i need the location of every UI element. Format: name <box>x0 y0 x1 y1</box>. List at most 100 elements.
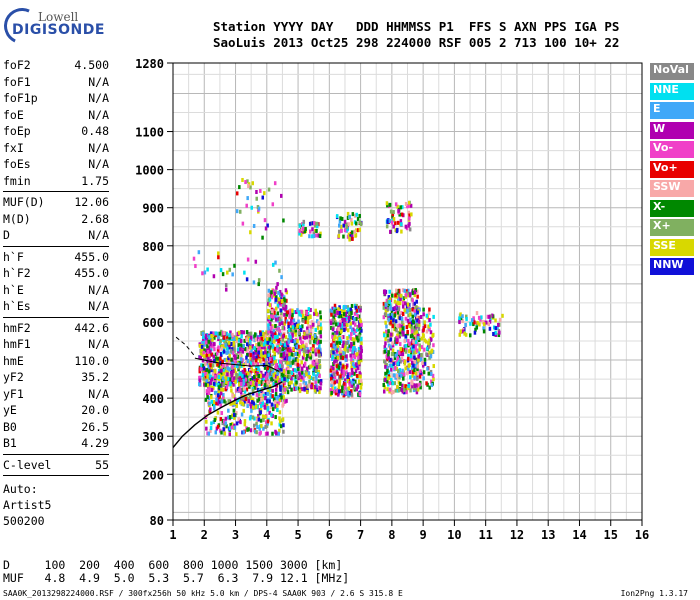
echo-point <box>241 221 245 226</box>
echo-point <box>355 327 359 332</box>
echo-point <box>243 270 246 275</box>
echo-point <box>270 412 273 417</box>
echo-point <box>273 346 277 351</box>
echo-point <box>396 358 399 363</box>
echo-point <box>335 379 339 384</box>
echo-point <box>257 278 261 283</box>
echo-point <box>262 351 265 356</box>
echo-point <box>225 424 228 429</box>
echo-point <box>264 431 268 436</box>
echo-point <box>405 289 408 294</box>
echo-point <box>261 387 264 392</box>
echo-point <box>358 334 361 339</box>
echo-point <box>275 337 278 342</box>
echo-point <box>213 369 217 374</box>
echo-point <box>291 313 294 318</box>
echo-point <box>410 212 413 217</box>
echo-point <box>398 334 401 339</box>
echo-point <box>232 346 235 351</box>
echo-point <box>212 274 216 279</box>
echo-point <box>278 268 281 273</box>
echo-point <box>389 209 393 214</box>
echo-point <box>210 333 213 338</box>
echo-point <box>356 228 360 233</box>
echo-point <box>402 323 405 328</box>
echo-point <box>497 322 500 327</box>
echo-point <box>270 317 273 322</box>
echo-point <box>273 360 277 365</box>
echo-point <box>200 363 203 368</box>
echo-point <box>274 431 278 436</box>
echo-point <box>400 373 403 378</box>
echo-point <box>427 324 430 329</box>
echo-point <box>230 401 234 406</box>
echo-point <box>262 418 265 423</box>
echo-point <box>354 233 357 238</box>
echo-point <box>278 363 282 368</box>
echo-point <box>408 200 411 205</box>
echo-point <box>389 318 393 323</box>
echo-point <box>392 217 396 222</box>
echo-point <box>319 315 322 320</box>
echo-point <box>296 339 299 344</box>
echo-point <box>405 390 408 395</box>
echo-point <box>295 386 298 391</box>
echo-point <box>230 357 233 362</box>
echo-point <box>330 374 334 379</box>
echo-point <box>408 341 411 346</box>
echo-point <box>346 309 349 314</box>
echo-point <box>299 344 302 349</box>
echo-point <box>263 404 267 409</box>
echo-point <box>344 391 348 396</box>
echo-point <box>287 370 290 375</box>
echo-point <box>400 371 403 376</box>
echo-point <box>249 380 253 385</box>
echo-point <box>413 331 416 336</box>
echo-point <box>349 325 352 330</box>
echo-point <box>342 304 346 309</box>
echo-point <box>282 390 285 395</box>
echo-point <box>274 400 277 405</box>
echo-point <box>387 313 390 318</box>
echo-point <box>398 359 401 364</box>
echo-point <box>430 348 434 353</box>
echo-point <box>426 366 429 371</box>
echo-point <box>391 381 394 386</box>
echo-point <box>410 361 414 366</box>
echo-point <box>430 383 434 388</box>
echo-point <box>410 346 414 351</box>
echo-point <box>245 203 248 208</box>
echo-point <box>397 354 401 359</box>
echo-point <box>399 332 403 337</box>
param-value: N/A <box>88 299 109 313</box>
echo-point <box>261 235 264 240</box>
echo-point <box>408 308 412 313</box>
echo-point <box>392 390 395 395</box>
echo-point <box>246 196 249 201</box>
echo-point <box>492 332 495 337</box>
echo-point <box>387 353 390 358</box>
echo-point <box>387 356 391 361</box>
param-divider <box>3 475 109 476</box>
echo-point <box>494 326 498 331</box>
echo-point <box>393 323 396 328</box>
echo-point <box>268 337 272 342</box>
echo-point <box>420 345 424 350</box>
echo-point <box>287 357 291 362</box>
echo-point <box>401 332 405 337</box>
echo-point <box>302 343 305 348</box>
param-value: N/A <box>88 282 109 297</box>
echo-point <box>228 333 231 338</box>
echo-point <box>225 362 228 367</box>
y-tick-label: 200 <box>142 468 164 482</box>
echo-point <box>267 187 271 192</box>
echo-point <box>346 336 349 341</box>
echo-point <box>213 417 217 422</box>
echo-point <box>229 422 232 427</box>
echo-point <box>420 352 423 357</box>
echo-point <box>423 357 427 362</box>
echo-point <box>411 290 415 295</box>
echo-point <box>342 373 345 378</box>
echo-point <box>318 353 321 358</box>
echo-point <box>391 348 395 353</box>
